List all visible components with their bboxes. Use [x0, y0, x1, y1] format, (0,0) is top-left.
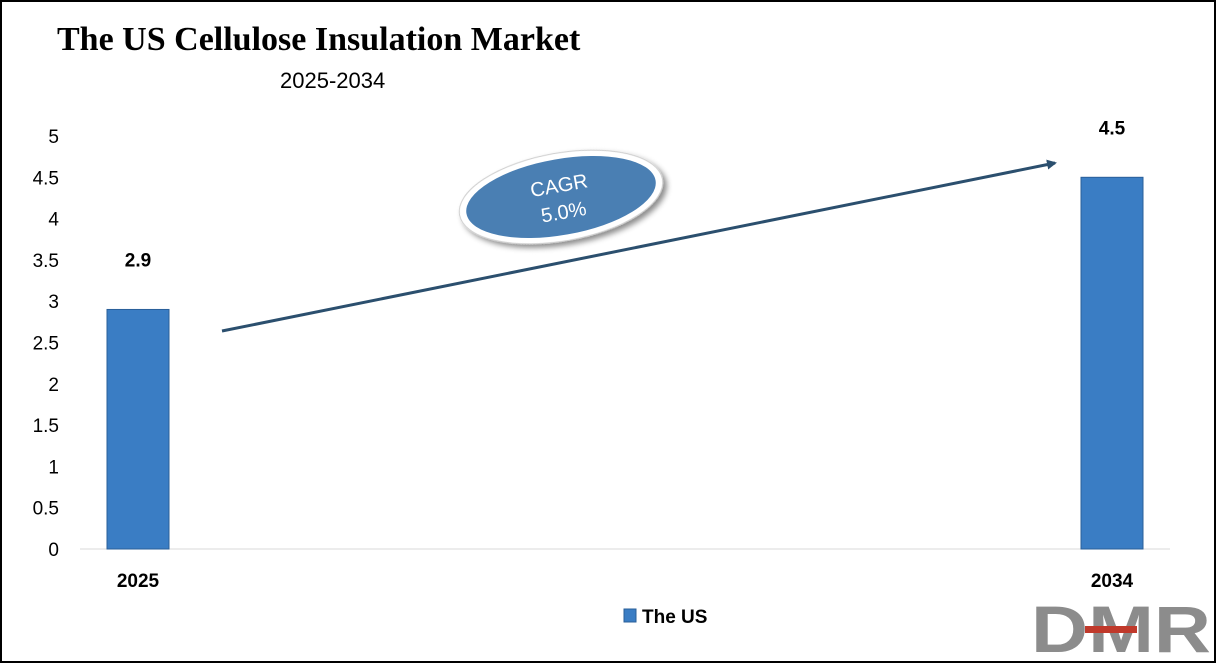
- legend-label: The US: [642, 607, 707, 628]
- legend-swatch: [623, 608, 637, 623]
- y-tick-label: 3: [48, 292, 59, 313]
- y-tick-label: 1.5: [33, 416, 59, 437]
- cagr-badge-fill: [466, 156, 656, 238]
- chart-subtitle: 2025-2034: [280, 68, 385, 93]
- y-tick-label: 4: [48, 210, 59, 231]
- dmr-logo: DMR: [1031, 592, 1211, 663]
- legend: The US: [623, 607, 707, 628]
- y-tick-label: 0.5: [33, 499, 59, 520]
- dmr-logo-accent: [1085, 626, 1137, 633]
- data-label-2034: 4.5: [1099, 118, 1126, 139]
- bar-2034: [1080, 176, 1144, 550]
- bar-2025: [106, 308, 170, 550]
- y-tick-label: 3.5: [33, 251, 59, 272]
- y-tick-label: 0: [48, 540, 59, 561]
- bars-group: 2.9 2025 4.5 2034: [106, 118, 1144, 592]
- y-tick-label: 1: [48, 457, 59, 478]
- x-category-label-2034: 2034: [1091, 571, 1134, 592]
- y-tick-label: 2.5: [33, 334, 59, 355]
- data-label-2025: 2.9: [125, 250, 151, 271]
- y-tick-label: 2: [48, 375, 59, 396]
- growth-arrow: [221, 159, 1057, 333]
- y-axis: 0 0.5 1 1.5 2 2.5 3 3.5 4 4.5 5: [33, 127, 60, 561]
- chart-title: The US Cellulose Insulation Market: [57, 21, 581, 58]
- y-tick-label: 4.5: [33, 168, 59, 189]
- x-category-label-2025: 2025: [117, 571, 160, 592]
- cagr-badge: CAGR 5.0%: [458, 149, 664, 245]
- y-tick-label: 5: [48, 127, 59, 148]
